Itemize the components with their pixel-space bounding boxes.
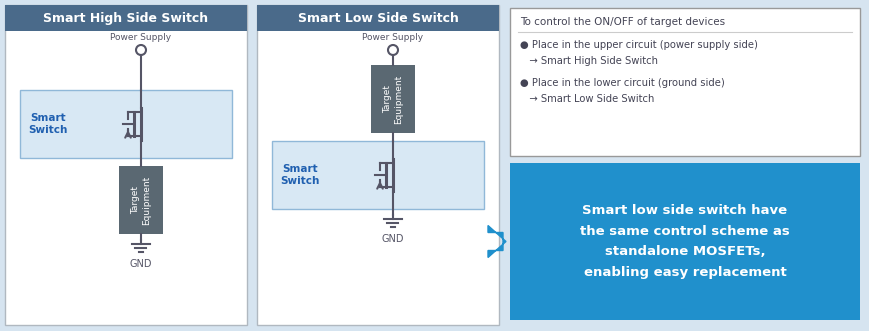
Text: ● Place in the lower circuit (ground side): ● Place in the lower circuit (ground sid…: [520, 78, 724, 88]
FancyArrow shape: [488, 225, 506, 258]
Text: To control the ON/OFF of target devices: To control the ON/OFF of target devices: [520, 17, 724, 27]
FancyBboxPatch shape: [5, 5, 247, 31]
Text: → Smart Low Side Switch: → Smart Low Side Switch: [520, 94, 653, 104]
Text: ● Place in the upper circuit (power supply side): ● Place in the upper circuit (power supp…: [520, 40, 757, 50]
FancyBboxPatch shape: [256, 5, 499, 325]
FancyBboxPatch shape: [509, 163, 859, 320]
Text: GND: GND: [381, 234, 404, 244]
FancyBboxPatch shape: [509, 8, 859, 156]
Text: Target
Equipment: Target Equipment: [131, 175, 150, 225]
Text: Target
Equipment: Target Equipment: [383, 74, 402, 123]
Text: Smart High Side Switch: Smart High Side Switch: [43, 12, 209, 24]
Text: → Smart High Side Switch: → Smart High Side Switch: [520, 56, 657, 66]
Text: Power Supply: Power Supply: [110, 33, 171, 42]
FancyBboxPatch shape: [256, 5, 499, 31]
Text: GND: GND: [129, 259, 152, 269]
FancyBboxPatch shape: [370, 65, 415, 133]
Text: Smart low side switch have
the same control scheme as
standalone MOSFETs,
enabli: Smart low side switch have the same cont…: [580, 204, 789, 279]
Text: Smart
Switch: Smart Switch: [280, 164, 319, 186]
FancyBboxPatch shape: [119, 166, 163, 234]
Text: Smart
Switch: Smart Switch: [29, 113, 68, 135]
FancyBboxPatch shape: [20, 90, 232, 158]
FancyBboxPatch shape: [272, 141, 483, 209]
Text: Power Supply: Power Supply: [362, 33, 423, 42]
FancyBboxPatch shape: [5, 5, 247, 325]
Text: Smart Low Side Switch: Smart Low Side Switch: [297, 12, 458, 24]
